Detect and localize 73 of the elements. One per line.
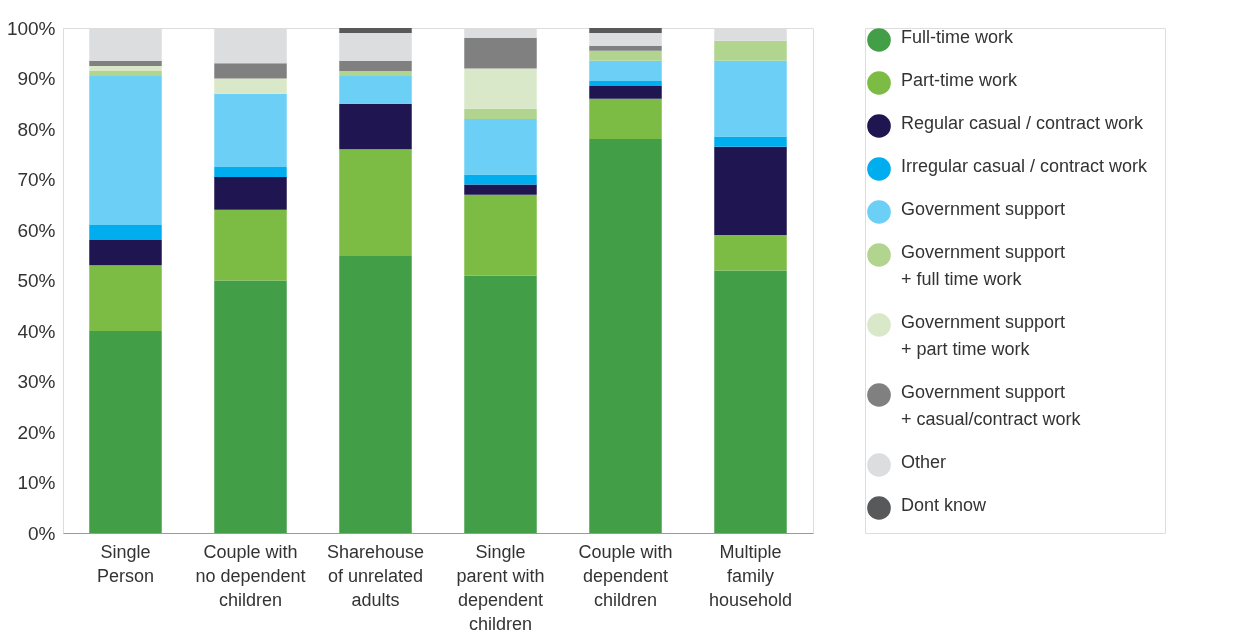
bar [714,60,787,137]
y-tick-label: 90% [17,68,56,89]
legend-label: Regular casual / contract work [901,113,1145,133]
bar [464,118,537,175]
legend-label: Dont know [901,495,988,515]
bar [89,60,162,66]
y-tick-label: 10% [17,472,56,493]
y-tick-label: 70% [17,169,56,190]
bar [464,68,537,109]
bar [89,265,162,331]
y-tick-label: 100% [6,17,56,39]
bar [214,78,287,94]
bar [464,174,537,185]
x-tick-label: Sharehouse of unrelated adults [326,541,425,610]
bar [589,139,662,533]
y-tick-label: 40% [17,320,56,342]
bar [339,60,412,71]
bar [89,70,162,76]
bar [714,40,787,61]
bar [464,184,537,195]
bar [339,28,412,34]
y-tick-label: 60% [17,219,56,241]
legend-label: Government support [901,199,1066,219]
bar [89,75,162,225]
legend-label: Government support + part time work [901,312,1066,359]
legend-label: Full-time work [901,27,1015,47]
bar [214,93,287,167]
x-tick-label: Couple with dependent children [578,541,673,610]
bar [339,149,412,256]
bar [464,38,537,69]
bar [714,146,787,236]
x-tick-label: Single Person [96,541,155,586]
bar [589,81,662,87]
bar [589,45,662,51]
bar [589,50,662,61]
y-tick-label: 0% [28,522,56,544]
y-tick-label: 20% [17,421,56,443]
bar [89,240,162,266]
x-tick-label: Multiple family household [708,541,793,610]
bar [339,33,412,61]
bar [464,194,537,276]
bar [214,63,287,79]
bar [589,98,662,140]
legend-label: Government support + full time work [901,242,1066,289]
bar [89,331,162,533]
bar [714,136,787,147]
bar [214,209,287,281]
bar [339,70,412,76]
bar [339,255,412,533]
bar [214,176,287,210]
bar [589,33,662,46]
bar [589,60,662,82]
bar [339,103,412,150]
y-tick-label: 30% [17,371,56,392]
bar [464,108,537,119]
y-tick-label: 50% [17,270,56,291]
legend-label: Other [901,452,947,472]
bar [214,280,287,533]
x-tick-label: Couple with no dependent children [195,541,306,610]
bar [714,235,787,271]
bar [214,166,287,177]
y-tick-label: 80% [17,118,56,140]
bar [464,275,537,533]
bar [339,75,412,104]
bar [714,270,787,533]
bar [589,86,662,99]
legend-label: Part-time work [901,70,1019,90]
bar [589,28,662,34]
legend-label: Government support + casual/contract work [901,382,1082,429]
legend-label: Irregular casual / contract work [901,156,1149,176]
x-tick-label: Single parent with dependent children [456,541,545,634]
bar [89,65,162,71]
bar [89,224,162,241]
